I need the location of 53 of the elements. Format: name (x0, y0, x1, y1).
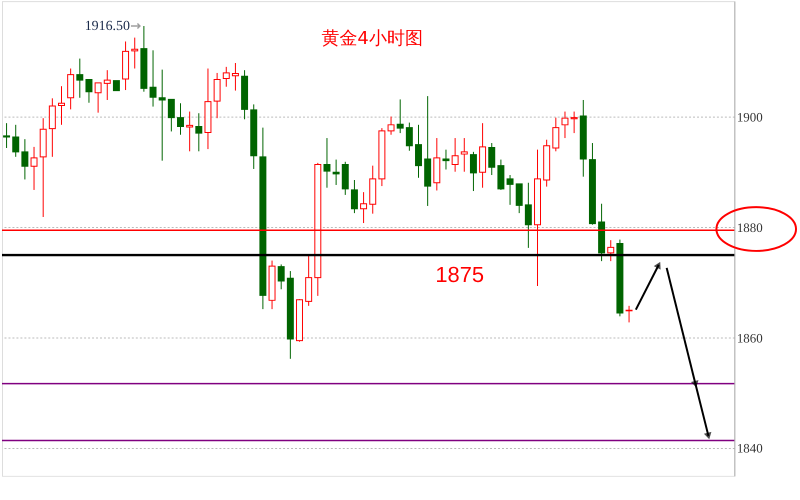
candlestick (278, 264, 285, 290)
candlestick (214, 72, 221, 119)
candlestick (332, 159, 340, 186)
candlestick (561, 111, 568, 139)
candlestick (76, 58, 84, 98)
candlestick (85, 79, 92, 104)
candlestick (168, 98, 175, 132)
candlestick (3, 122, 10, 148)
y-tick-label: 1860 (736, 330, 763, 346)
candlestick (552, 117, 560, 152)
candlestick (442, 149, 450, 170)
candlestick (452, 138, 459, 172)
candlestick (186, 111, 194, 152)
candlestick (112, 80, 120, 92)
candlestick (570, 111, 578, 134)
candlestick (30, 146, 38, 190)
candlestick (497, 159, 504, 190)
candlestick (360, 192, 368, 224)
text: 黄金4小时图 (321, 28, 423, 49)
candlestick (232, 62, 239, 92)
candlestick (150, 50, 157, 108)
candlestick (396, 98, 404, 134)
candlestick (305, 254, 312, 306)
candlestick (415, 124, 422, 178)
candlestick (195, 112, 202, 152)
candlestick (58, 86, 65, 126)
candlestick (104, 70, 111, 100)
candlestick (177, 102, 184, 136)
y-tick-label: 1880 (736, 220, 763, 235)
candlestick (470, 151, 477, 192)
candlestick (516, 183, 523, 214)
candlestick (12, 124, 20, 158)
candlestick (406, 122, 413, 152)
candlestick (222, 66, 230, 88)
ref-line-label: 1875 (435, 262, 484, 287)
annotation: 1916.50 (84, 19, 130, 34)
candlestick (67, 68, 74, 110)
candlestick (323, 138, 330, 188)
y-tick-label: 1840 (736, 440, 763, 456)
candlestick (21, 138, 28, 180)
candlestick (506, 174, 514, 206)
candlestick (524, 182, 532, 248)
candlestick (131, 37, 138, 70)
candlestick (48, 98, 56, 158)
candlestick (626, 305, 633, 323)
candlestick (488, 142, 496, 176)
candlestick (460, 138, 468, 172)
y-tick-label: 1900 (736, 110, 763, 125)
candlestick (158, 69, 166, 162)
candlestick (607, 240, 614, 262)
candlestick (350, 180, 358, 214)
candlestick (388, 116, 395, 136)
candlestick (94, 82, 102, 114)
